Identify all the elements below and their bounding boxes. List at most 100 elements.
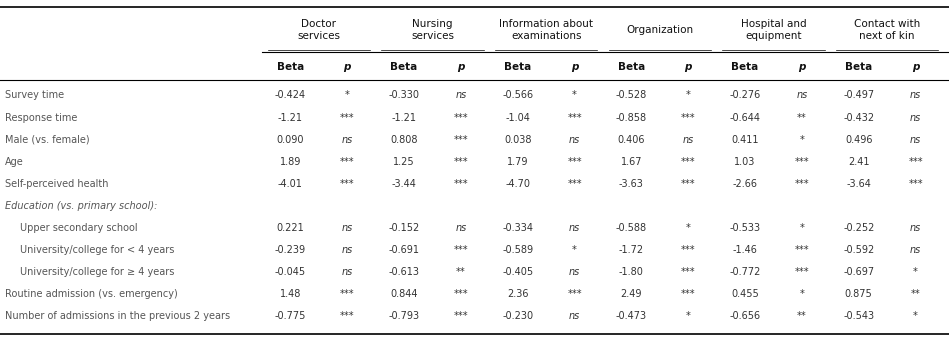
Text: -0.528: -0.528: [616, 90, 647, 100]
Text: 1.25: 1.25: [393, 157, 415, 167]
Text: ns: ns: [569, 267, 580, 277]
Text: 0.411: 0.411: [732, 135, 759, 144]
Text: 1.67: 1.67: [621, 157, 642, 167]
Text: Organization: Organization: [626, 25, 694, 35]
Text: 1.89: 1.89: [280, 157, 301, 167]
Text: -1.72: -1.72: [619, 245, 644, 255]
Text: ***: ***: [568, 289, 582, 299]
Text: ns: ns: [342, 223, 353, 233]
Text: ***: ***: [794, 267, 809, 277]
Text: -0.588: -0.588: [616, 223, 647, 233]
Text: *: *: [686, 90, 691, 100]
Text: **: **: [797, 311, 807, 321]
Text: ns: ns: [910, 245, 921, 255]
Text: *: *: [686, 223, 691, 233]
Text: -0.276: -0.276: [730, 90, 761, 100]
Text: -1.04: -1.04: [505, 113, 530, 122]
Text: 0.038: 0.038: [504, 135, 531, 144]
Text: ***: ***: [681, 179, 696, 189]
Text: *: *: [572, 90, 577, 100]
Text: Beta: Beta: [846, 62, 872, 72]
Text: *: *: [799, 223, 805, 233]
Text: ***: ***: [454, 157, 468, 167]
Text: ***: ***: [454, 245, 468, 255]
Text: ***: ***: [908, 157, 922, 167]
Text: -0.424: -0.424: [275, 90, 306, 100]
Text: 0.455: 0.455: [732, 289, 759, 299]
Text: ***: ***: [568, 113, 582, 122]
Text: *: *: [799, 289, 805, 299]
Text: 0.406: 0.406: [618, 135, 645, 144]
Text: 0.496: 0.496: [845, 135, 872, 144]
Text: -0.473: -0.473: [616, 311, 647, 321]
Text: ***: ***: [454, 135, 468, 144]
Text: 1.03: 1.03: [735, 157, 755, 167]
Text: ***: ***: [454, 113, 468, 122]
Text: p: p: [798, 62, 806, 72]
Text: Age: Age: [5, 157, 24, 167]
Text: Beta: Beta: [390, 62, 418, 72]
Text: -2.66: -2.66: [733, 179, 757, 189]
Text: ***: ***: [568, 157, 582, 167]
Text: -4.01: -4.01: [278, 179, 303, 189]
Text: *: *: [344, 90, 349, 100]
Text: ***: ***: [681, 267, 696, 277]
Text: Doctor
services: Doctor services: [297, 19, 341, 41]
Text: -0.239: -0.239: [275, 245, 306, 255]
Text: Survey time: Survey time: [5, 90, 65, 100]
Text: ***: ***: [568, 179, 582, 189]
Text: Contact with
next of kin: Contact with next of kin: [854, 19, 921, 41]
Text: Beta: Beta: [732, 62, 758, 72]
Text: ns: ns: [910, 113, 921, 122]
Text: p: p: [912, 62, 920, 72]
Text: p: p: [344, 62, 351, 72]
Text: p: p: [684, 62, 692, 72]
Text: ns: ns: [910, 135, 921, 144]
Text: -1.21: -1.21: [278, 113, 303, 122]
Text: -0.775: -0.775: [274, 311, 307, 321]
Text: Beta: Beta: [277, 62, 304, 72]
Text: -0.543: -0.543: [844, 311, 874, 321]
Text: -3.64: -3.64: [847, 179, 871, 189]
Text: ns: ns: [910, 223, 921, 233]
Text: -0.858: -0.858: [616, 113, 647, 122]
Text: ns: ns: [910, 90, 921, 100]
Text: ***: ***: [454, 289, 468, 299]
Text: **: **: [797, 113, 807, 122]
Text: 0.875: 0.875: [845, 289, 873, 299]
Text: ns: ns: [569, 135, 580, 144]
Text: *: *: [913, 267, 918, 277]
Text: 1.79: 1.79: [507, 157, 529, 167]
Text: Self-perceived health: Self-perceived health: [5, 179, 108, 189]
Text: ***: ***: [340, 179, 355, 189]
Text: Male (vs. female): Male (vs. female): [5, 135, 89, 144]
Text: ***: ***: [454, 179, 468, 189]
Text: -0.533: -0.533: [730, 223, 761, 233]
Text: -0.330: -0.330: [388, 90, 419, 100]
Text: Nursing
services: Nursing services: [411, 19, 454, 41]
Text: Beta: Beta: [504, 62, 531, 72]
Text: -0.252: -0.252: [843, 223, 874, 233]
Text: ***: ***: [340, 157, 355, 167]
Text: ***: ***: [681, 289, 696, 299]
Text: 0.844: 0.844: [390, 289, 418, 299]
Text: ***: ***: [681, 245, 696, 255]
Text: -0.497: -0.497: [844, 90, 874, 100]
Text: -0.691: -0.691: [388, 245, 419, 255]
Text: -0.793: -0.793: [388, 311, 419, 321]
Text: Number of admissions in the previous 2 years: Number of admissions in the previous 2 y…: [5, 311, 230, 321]
Text: ns: ns: [569, 223, 580, 233]
Text: University/college for ≥ 4 years: University/college for ≥ 4 years: [20, 267, 175, 277]
Text: -0.772: -0.772: [730, 267, 761, 277]
Text: University/college for < 4 years: University/college for < 4 years: [20, 245, 175, 255]
Text: -0.566: -0.566: [502, 90, 533, 100]
Text: -0.230: -0.230: [502, 311, 533, 321]
Text: Hospital and
equipment: Hospital and equipment: [740, 19, 807, 41]
Text: ns: ns: [456, 90, 467, 100]
Text: ns: ns: [342, 135, 353, 144]
Text: 1.48: 1.48: [280, 289, 301, 299]
Text: ***: ***: [681, 113, 696, 122]
Text: -0.405: -0.405: [502, 267, 533, 277]
Text: **: **: [456, 267, 466, 277]
Text: ns: ns: [342, 267, 353, 277]
